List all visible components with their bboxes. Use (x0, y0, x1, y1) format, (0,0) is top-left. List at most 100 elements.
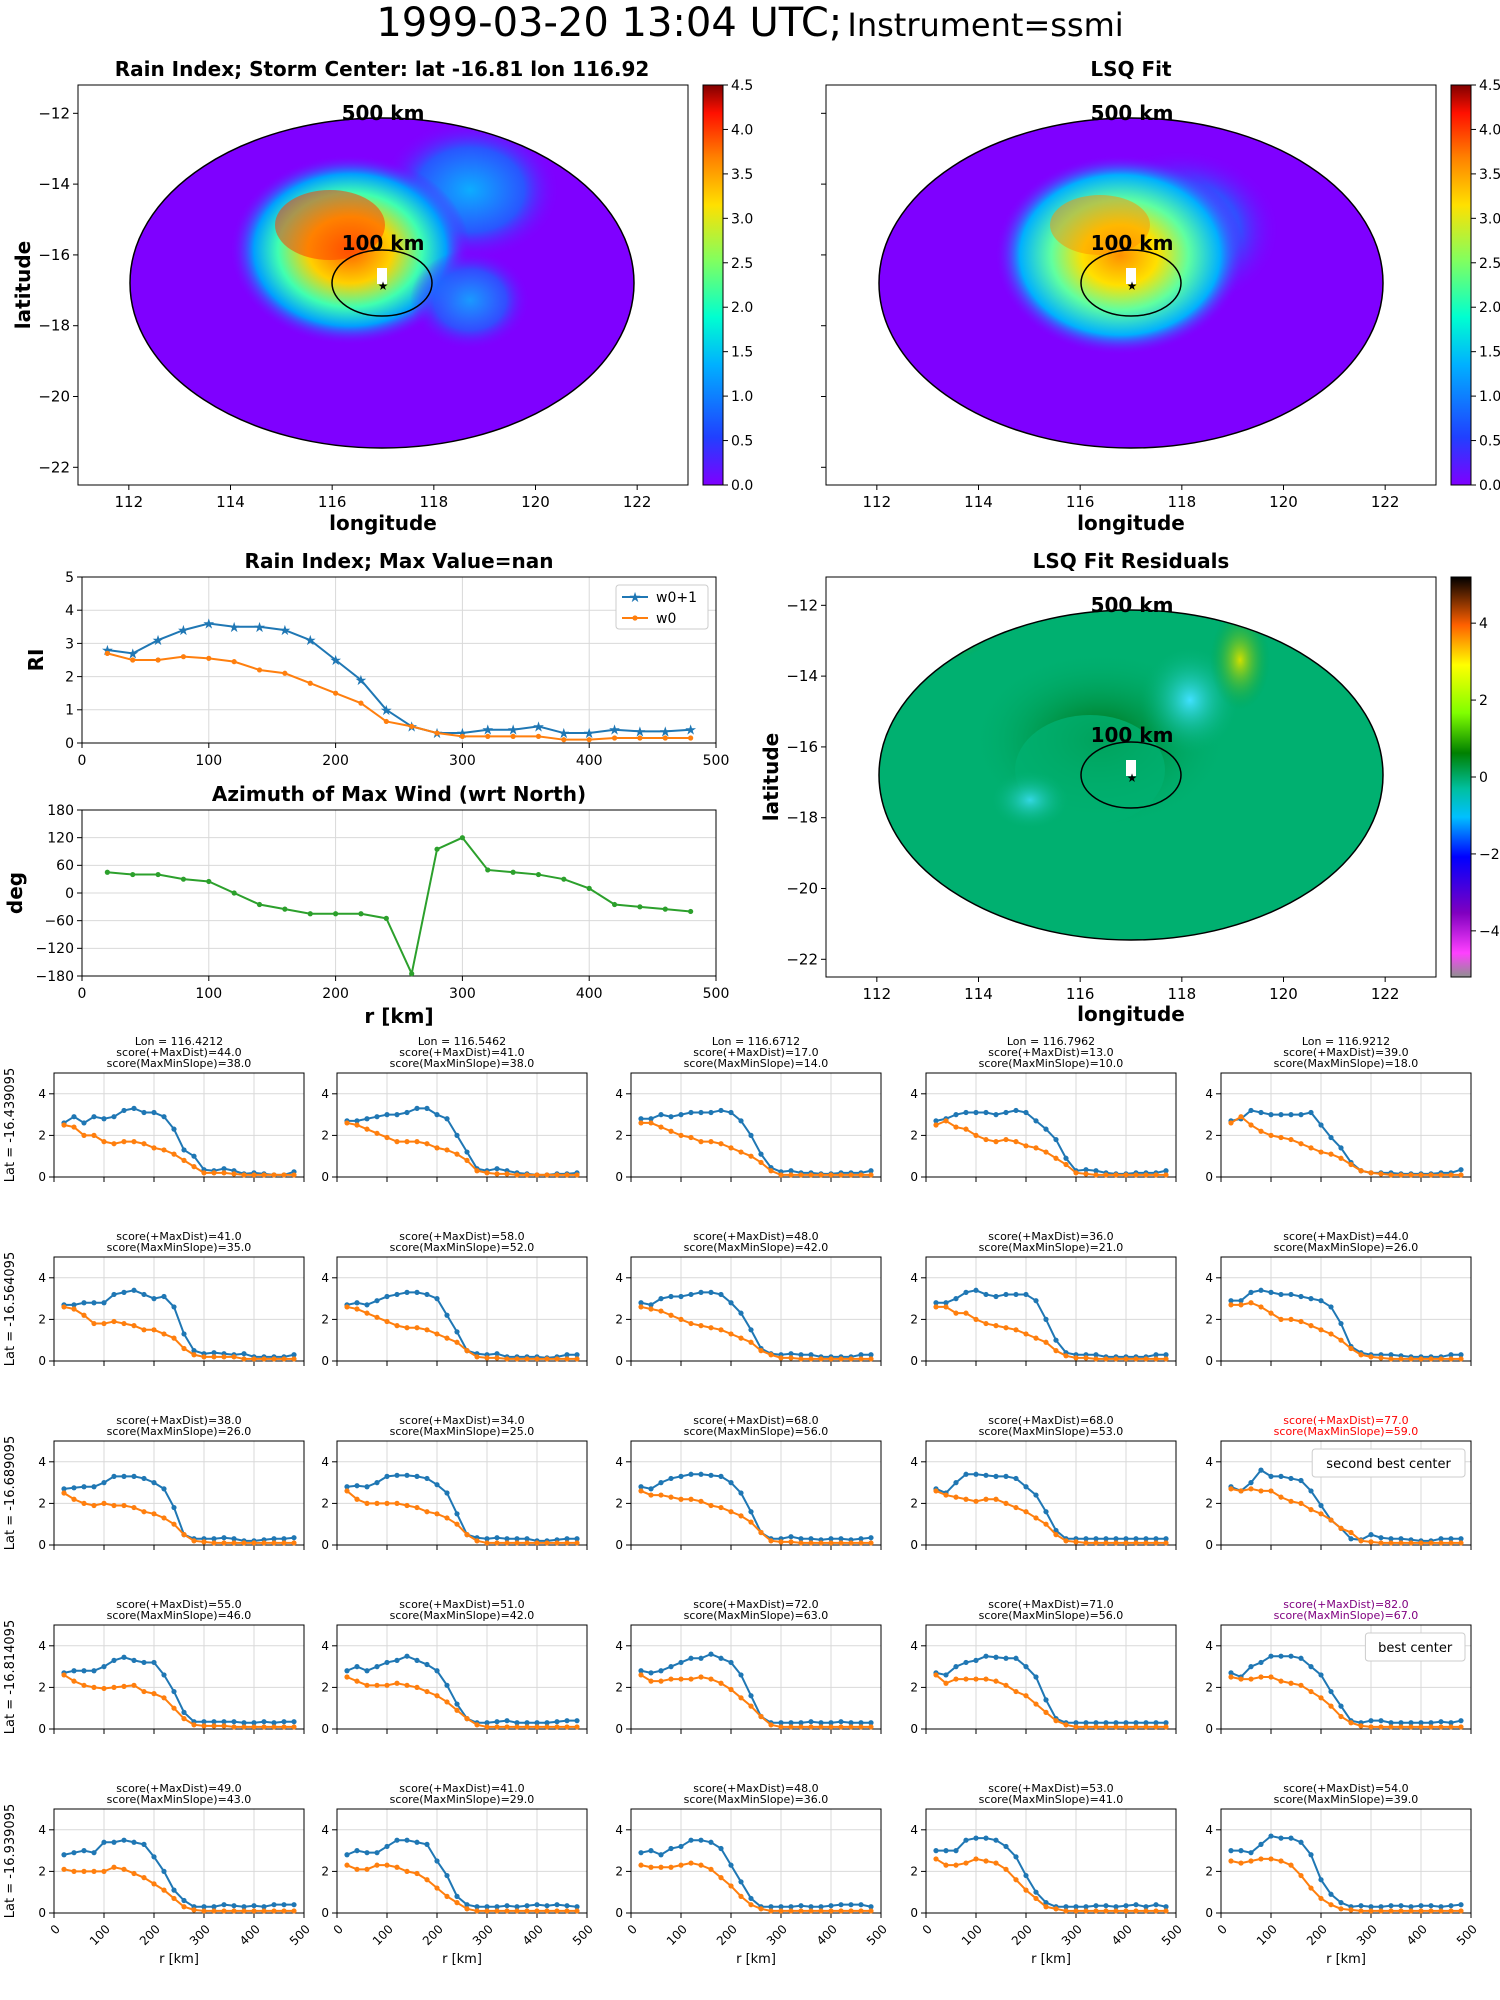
lsq-residual-map: LSQ Fit Residuals ★ 500 km 100 km 112 114… (759, 549, 1500, 1026)
grid-w0-point (688, 1676, 694, 1682)
score-maxminslope: score(MaxMinSlope)=67.0 (1274, 1609, 1419, 1622)
grid-w0-point (281, 1724, 287, 1730)
grid-w0-point (1123, 1908, 1129, 1914)
grid-w0p1-point (1248, 1850, 1254, 1856)
grid-w0p1-point (668, 1845, 674, 1852)
grid-w0p1-point (291, 1902, 297, 1908)
grid-w0p1-point (718, 1107, 724, 1114)
grid-w0-point (698, 1139, 704, 1145)
grid-w0-point (1093, 1172, 1099, 1178)
rain-profile-w0p1-point: ★ (203, 616, 216, 632)
plot-frame (336, 1072, 588, 1178)
x-tick-label: 0 (78, 753, 87, 769)
plot-frame (53, 1624, 305, 1730)
grid-w0p1-point (161, 1868, 167, 1874)
plot-frame (1220, 1072, 1472, 1178)
grid-w0p1-point (678, 1843, 684, 1850)
grid-w0p1-point (101, 1664, 107, 1670)
grid-w0-point (838, 1172, 844, 1178)
title-datetime: 1999-03-20 13:04 UTC; (376, 0, 843, 46)
annotation-box (1311, 1448, 1466, 1478)
grid-w0p1-point (484, 1536, 490, 1542)
plot-area (631, 1625, 881, 1729)
grid-w0-point (1288, 1862, 1294, 1868)
azimuth-series-point (206, 878, 212, 885)
grid-w0-point (1308, 1688, 1314, 1695)
grid-w0p1-point (544, 1720, 550, 1726)
x-tick-label: 300 (470, 1922, 496, 1948)
grid-cell-r2-c4: 024score(MaxMinSlope)=21.0score(+MaxDist… (910, 1230, 1177, 1368)
grid-w0p1-point (231, 1903, 237, 1909)
fit-y-tick-marks (821, 112, 826, 468)
y-tick-label: 0 (910, 1538, 918, 1552)
grid-w0-point (384, 1682, 390, 1688)
grid-w0-point (758, 1348, 764, 1354)
grid-w0-point (464, 1716, 470, 1722)
rain-profile-w0-point (485, 733, 491, 739)
y-tick-label: 2 (615, 1865, 623, 1879)
grid-w0-point (1003, 1136, 1009, 1143)
grid-w0p1-point (1238, 1298, 1244, 1304)
plot-area (926, 1073, 1176, 1177)
grid-w0p1-point (454, 1132, 460, 1138)
grid-w0p1-point (1458, 1718, 1464, 1724)
azimuth-series-point (409, 971, 415, 977)
grid-w0p1-point (668, 1664, 674, 1670)
grid-w0p1-point (1013, 1107, 1019, 1114)
grid-w0p1-point (1053, 1527, 1059, 1534)
grid-w0-point (1033, 1335, 1039, 1341)
grid-w0-point (1073, 1908, 1079, 1914)
rain-profile-w0p1-point: ★ (532, 719, 545, 735)
plot-frame (336, 1808, 588, 1914)
grid-w0p1-point (424, 1661, 430, 1668)
grid-w0-point (81, 1682, 87, 1688)
grid-w0-point (201, 1908, 207, 1914)
grid-w0-point (648, 1492, 654, 1498)
colorbar-tick-label: −4 (1479, 924, 1500, 940)
grid-w0-point (161, 1887, 167, 1893)
fit-colorbar-ticks: 0.00.51.01.52.02.53.03.54.04.5 (1471, 78, 1500, 494)
grid-w0p1-point (668, 1475, 674, 1482)
grid-w0-point (414, 1684, 420, 1690)
grid-w0-point (718, 1327, 724, 1333)
x-tick-label: 300 (764, 1922, 790, 1948)
grid-w0-point (1073, 1355, 1079, 1361)
rain-profile-w0-point (434, 730, 440, 736)
grid-w0p1-point (464, 1902, 470, 1908)
azimuth-series-point (688, 908, 694, 915)
grid-w0-point (788, 1724, 794, 1730)
grid-w0p1-point (868, 1535, 874, 1541)
grid-w0p1-point (648, 1848, 654, 1854)
grid-w0-point (514, 1172, 520, 1178)
grid-w0p1-point (1318, 1122, 1324, 1128)
grid-w0-point (394, 1864, 400, 1870)
grid-w0-point (1103, 1540, 1109, 1546)
grid-w0p1-point (1163, 1904, 1169, 1910)
grid-w0-point (963, 1676, 969, 1682)
grid-w0-point (1438, 1172, 1444, 1178)
rain-profile-w0p1-point: ★ (634, 724, 647, 740)
grid-w0-point (953, 1862, 959, 1868)
grid-w0-point (464, 1532, 470, 1538)
x-tick-label: 200 (420, 1922, 446, 1948)
grid-cell-r5-c1: 0 100 200 300 400 500024score(MaxMinSlope)=43… (3, 1782, 313, 1967)
grid-w0p1-point (141, 1475, 147, 1482)
grid-w0-point (983, 1676, 989, 1682)
grid-w0p1-point (291, 1719, 297, 1725)
plot-frame (1220, 1440, 1472, 1546)
x-tick-label: 400 (576, 753, 603, 769)
res-colorbar-ticks: 420−2−4 (1471, 616, 1500, 940)
grid-w0p1-point (1418, 1903, 1424, 1909)
grid-w0-point (161, 1695, 167, 1701)
grid-w0p1-point (121, 1289, 127, 1295)
grid-w0-point (1163, 1172, 1169, 1178)
grid-w0-point (1163, 1356, 1169, 1362)
score-maxdist: score(+MaxDist)=41.0 (399, 1782, 524, 1795)
grid-w0-point (868, 1908, 874, 1914)
grid-w0-point (778, 1724, 784, 1730)
grid-w0-point (933, 1672, 939, 1678)
y-tick-label: 2 (1205, 1497, 1213, 1511)
score-maxminslope: score(MaxMinSlope)=18.0 (1274, 1057, 1419, 1070)
grid-w0-point (534, 1540, 540, 1546)
grid-w0p1-point (1248, 1480, 1254, 1486)
